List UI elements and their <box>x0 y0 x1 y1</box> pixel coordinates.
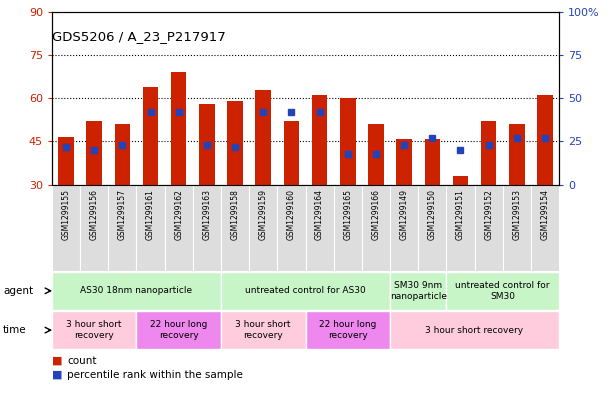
Bar <box>277 185 306 271</box>
Text: GSM1299150: GSM1299150 <box>428 189 437 240</box>
Bar <box>221 185 249 271</box>
Text: time: time <box>3 325 27 335</box>
Text: GSM1299158: GSM1299158 <box>230 189 240 240</box>
Bar <box>136 185 164 271</box>
Text: GSM1299162: GSM1299162 <box>174 189 183 240</box>
Text: 22 hour long
recovery: 22 hour long recovery <box>150 320 207 340</box>
Text: GSM1299155: GSM1299155 <box>62 189 70 240</box>
Bar <box>221 311 306 349</box>
Bar <box>86 121 102 185</box>
Bar <box>284 121 299 185</box>
Text: AS30 18nm nanoparticle: AS30 18nm nanoparticle <box>81 286 192 295</box>
Text: GDS5206 / A_23_P217917: GDS5206 / A_23_P217917 <box>52 30 225 43</box>
Bar <box>390 272 447 310</box>
Bar <box>481 121 496 185</box>
Bar <box>390 185 418 271</box>
Bar <box>171 72 186 185</box>
Bar <box>52 272 221 310</box>
Text: GSM1299154: GSM1299154 <box>541 189 549 240</box>
Bar <box>143 87 158 185</box>
Bar <box>108 185 136 271</box>
Text: ■: ■ <box>52 370 62 380</box>
Bar <box>255 90 271 185</box>
Bar <box>390 311 559 349</box>
Text: SM30 9nm
nanoparticle: SM30 9nm nanoparticle <box>390 281 447 301</box>
Text: 22 hour long
recovery: 22 hour long recovery <box>319 320 376 340</box>
Bar <box>418 185 447 271</box>
Text: 3 hour short
recovery: 3 hour short recovery <box>235 320 291 340</box>
Text: GSM1299153: GSM1299153 <box>512 189 521 240</box>
Bar <box>531 185 559 271</box>
Text: ■: ■ <box>52 356 62 366</box>
Bar <box>221 272 390 310</box>
Bar <box>503 185 531 271</box>
Bar <box>58 137 74 185</box>
Bar <box>368 124 384 185</box>
Bar <box>52 185 80 271</box>
Bar <box>312 95 327 185</box>
Bar <box>447 185 475 271</box>
Bar <box>80 185 108 271</box>
Bar <box>306 311 390 349</box>
Text: GSM1299163: GSM1299163 <box>202 189 211 240</box>
Bar <box>397 139 412 185</box>
Text: percentile rank within the sample: percentile rank within the sample <box>67 370 243 380</box>
Text: GSM1299160: GSM1299160 <box>287 189 296 240</box>
Bar <box>362 185 390 271</box>
Bar <box>249 185 277 271</box>
Bar <box>199 104 214 185</box>
Bar <box>475 185 503 271</box>
Text: GSM1299157: GSM1299157 <box>118 189 127 240</box>
Bar <box>334 185 362 271</box>
Text: untreated control for
SM30: untreated control for SM30 <box>455 281 550 301</box>
Bar <box>136 311 221 349</box>
Bar <box>453 176 468 185</box>
Text: GSM1299151: GSM1299151 <box>456 189 465 240</box>
Text: 3 hour short
recovery: 3 hour short recovery <box>67 320 122 340</box>
Text: 3 hour short recovery: 3 hour short recovery <box>425 326 524 334</box>
Bar <box>227 101 243 185</box>
Text: GSM1299152: GSM1299152 <box>484 189 493 240</box>
Bar <box>306 185 334 271</box>
Text: GSM1299164: GSM1299164 <box>315 189 324 240</box>
Bar <box>509 124 525 185</box>
Text: GSM1299159: GSM1299159 <box>258 189 268 240</box>
Text: GSM1299166: GSM1299166 <box>371 189 381 240</box>
Text: GSM1299156: GSM1299156 <box>90 189 99 240</box>
Text: untreated control for AS30: untreated control for AS30 <box>245 286 366 295</box>
Bar <box>52 311 136 349</box>
Text: agent: agent <box>3 286 33 296</box>
Bar <box>447 272 559 310</box>
Text: GSM1299161: GSM1299161 <box>146 189 155 240</box>
Text: count: count <box>67 356 97 366</box>
Bar <box>164 185 193 271</box>
Bar <box>193 185 221 271</box>
Bar <box>537 95 553 185</box>
Bar <box>425 139 440 185</box>
Bar <box>115 124 130 185</box>
Bar <box>340 98 356 185</box>
Text: GSM1299165: GSM1299165 <box>343 189 353 240</box>
Text: GSM1299149: GSM1299149 <box>400 189 409 240</box>
